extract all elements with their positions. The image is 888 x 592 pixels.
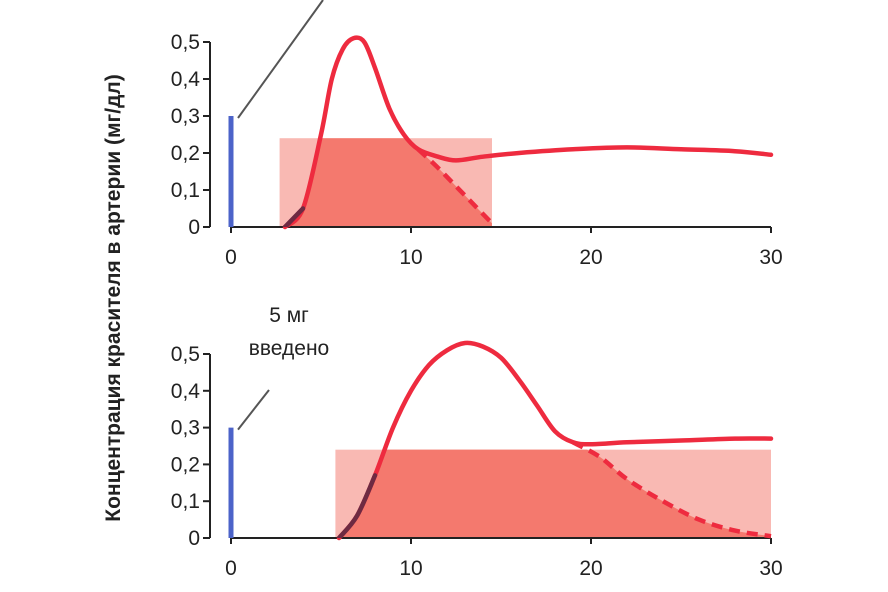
y-axis-label: Концентрация красителя в артерии (мг/дл) <box>102 74 125 522</box>
annotation-label: введено <box>249 337 330 360</box>
x-tick-label: 30 <box>759 557 782 580</box>
annotation-pointer <box>237 389 270 431</box>
y-tick-label: 0,4 <box>171 380 201 403</box>
y-tick-label: 0 <box>188 216 200 239</box>
overlap-line <box>336 473 378 538</box>
overlap-line <box>282 206 306 227</box>
concentration-line <box>336 340 774 541</box>
x-tick-label: 20 <box>579 246 602 269</box>
chart-top: 0 0,1 0,2 0,3 0,4 0,5 0 10 20 30 <box>171 0 783 269</box>
x-tick-label: 10 <box>399 246 422 269</box>
chart-bottom: 0 0,1 0,2 0,3 0,4 0,5 0 10 20 30 5 мг введено <box>171 304 783 580</box>
annotation-label: 5 мг <box>269 304 309 327</box>
y-tick-label: 0,3 <box>171 417 200 440</box>
x-tick-label: 10 <box>399 557 422 580</box>
y-tick-label: 0,5 <box>171 343 200 366</box>
concentration-line <box>282 35 774 230</box>
primary-curve-area <box>285 138 492 227</box>
y-tick-label: 0,1 <box>171 179 200 202</box>
y-tick-label: 0,2 <box>171 453 200 476</box>
x-tick-label: 30 <box>759 246 782 269</box>
primary-curve-area <box>339 449 771 538</box>
dashed-extrapolation-line <box>416 147 494 225</box>
y-tick-label: 0,2 <box>171 142 200 165</box>
x-tick-label: 0 <box>225 246 237 269</box>
y-tick-label: 0,1 <box>171 490 200 513</box>
y-tick-label: 0,3 <box>171 105 200 128</box>
y-tick-label: 0 <box>188 527 200 550</box>
x-tick-label: 0 <box>225 557 237 580</box>
y-tick-label: 0,4 <box>171 68 201 91</box>
dashed-extrapolation-line <box>571 440 772 539</box>
x-tick-label: 20 <box>579 557 602 580</box>
annotation-pointer <box>237 0 324 119</box>
y-tick-label: 0,5 <box>171 31 200 54</box>
